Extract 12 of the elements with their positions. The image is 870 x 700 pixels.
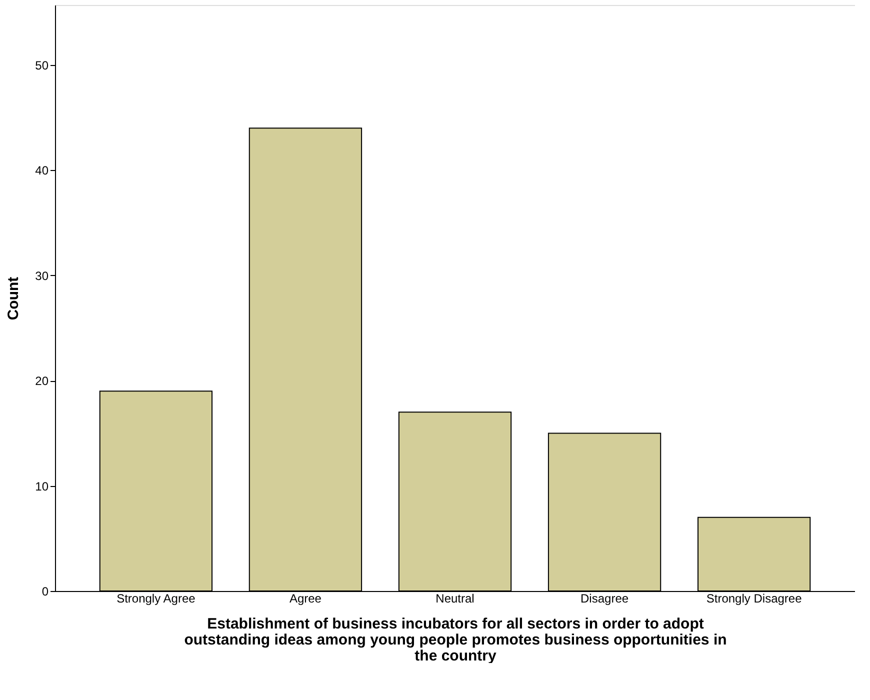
y-tick-label: 0	[42, 584, 49, 598]
y-tick-label: 40	[35, 164, 49, 178]
y-tick-label: 50	[35, 58, 49, 72]
x-tick-label: Agree	[289, 592, 322, 606]
x-tick-label: Strongly Agree	[116, 592, 196, 606]
x-tick-label: Disagree	[580, 592, 629, 606]
y-tick-label: 20	[35, 374, 49, 388]
x-tick-label: Strongly Disagree	[706, 592, 802, 606]
y-tick-label: 30	[35, 268, 49, 283]
x-tick-label: Neutral	[436, 592, 474, 606]
y-tick-label: 10	[35, 479, 49, 494]
y-axis-title: Count	[5, 276, 22, 320]
